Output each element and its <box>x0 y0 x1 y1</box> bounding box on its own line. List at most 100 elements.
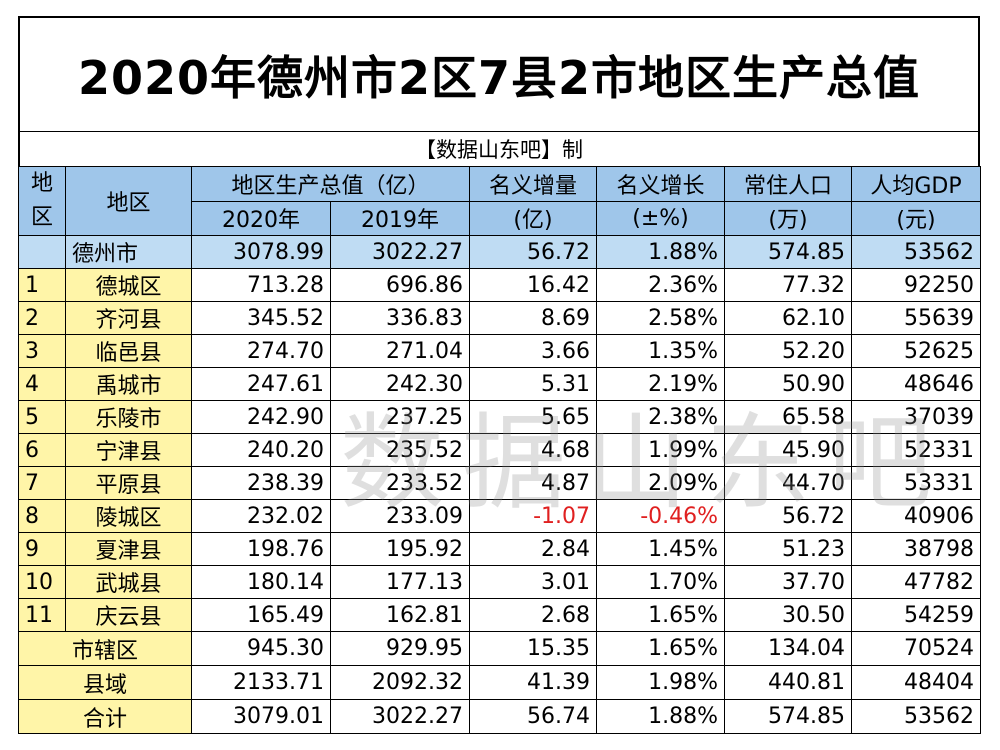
summary-row: 县域 2133.71 2092.32 41.39 1.98% 440.81 48404 <box>18 665 982 700</box>
row-2019: 233.09 <box>329 499 471 533</box>
row-pc: 37039 <box>851 400 982 434</box>
credit-text: 【数据山东吧】制 <box>415 138 583 162</box>
header-row-2: 2020年 2019年 (亿) (±%) (万) (元) <box>19 200 982 236</box>
row-region: 德城区 <box>65 268 192 302</box>
row-region: 陵城区 <box>65 499 192 533</box>
row-2020: 240.20 <box>191 433 331 467</box>
summary-pop: 440.81 <box>724 665 853 700</box>
row-number: 8 <box>18 499 66 533</box>
row-2019: 233.52 <box>329 466 471 500</box>
row-pc: 47782 <box>851 565 982 599</box>
row-2020: 238.39 <box>191 466 331 500</box>
row-inc: 8.69 <box>469 301 598 335</box>
row-rate: 2.19% <box>596 367 726 401</box>
row-2020: 180.14 <box>191 565 331 599</box>
row-number: 6 <box>18 433 66 467</box>
row-region: 齐河县 <box>65 301 192 335</box>
row-region: 夏津县 <box>65 532 192 566</box>
header-2019: 2019年 <box>329 200 471 236</box>
row-pop: 30.50 <box>724 598 853 632</box>
city-name: 德州市 <box>65 235 192 269</box>
summary-name: 县域 <box>18 665 192 700</box>
row-2020: 198.76 <box>191 532 331 566</box>
header-inc-rate-unit: (±%) <box>596 200 726 236</box>
header-2020: 2020年 <box>191 200 331 236</box>
row-pc: 38798 <box>851 532 982 566</box>
table-row: 11 庆云县 165.49 162.81 2.68 1.65% 30.50 54259 <box>18 598 982 632</box>
row-2019: 242.30 <box>329 367 471 401</box>
header-pc-unit: (元) <box>851 200 982 236</box>
title-box: 2020年德州市2区7县2市地区生产总值 <box>18 16 980 132</box>
row-rate: 1.45% <box>596 532 726 566</box>
row-pop: 77.32 <box>724 268 853 302</box>
row-region: 乐陵市 <box>65 400 192 434</box>
header-pc: 人均GDP <box>851 166 982 202</box>
summary-pop: 574.85 <box>724 699 853 734</box>
table-row: 9 夏津县 198.76 195.92 2.84 1.45% 51.23 38798 <box>18 532 982 566</box>
summary-2019: 2092.32 <box>329 665 471 700</box>
row-inc: 3.66 <box>469 334 598 368</box>
row-inc: 3.01 <box>469 565 598 599</box>
row-pc: 92250 <box>851 268 982 302</box>
row-2019: 271.04 <box>329 334 471 368</box>
header-region: 地区 <box>65 166 192 236</box>
row-inc: 4.68 <box>469 433 598 467</box>
row-rate: 2.36% <box>596 268 726 302</box>
row-pop: 62.10 <box>724 301 853 335</box>
row-pc: 52625 <box>851 334 982 368</box>
summary-pc: 48404 <box>851 665 982 700</box>
row-pop: 51.23 <box>724 532 853 566</box>
row-number: 10 <box>18 565 66 599</box>
row-region: 禹城市 <box>65 367 192 401</box>
row-2019: 237.25 <box>329 400 471 434</box>
summary-row: 合计 3079.01 3022.27 56.74 1.88% 574.85 53562 <box>18 699 982 734</box>
row-region: 庆云县 <box>65 598 192 632</box>
header-no: 地区 <box>18 166 66 236</box>
row-2019: 696.86 <box>329 268 471 302</box>
row-pop: 52.20 <box>724 334 853 368</box>
row-inc: 16.42 <box>469 268 598 302</box>
row-pop: 50.90 <box>724 367 853 401</box>
city-2019: 3022.27 <box>329 235 471 269</box>
row-rate: 2.38% <box>596 400 726 434</box>
summary-2020: 2133.71 <box>191 665 331 700</box>
row-inc: 5.31 <box>469 367 598 401</box>
summary-row: 市辖区 945.30 929.95 15.35 1.65% 134.04 70524 <box>18 631 982 666</box>
summary-inc: 15.35 <box>469 631 598 666</box>
row-rate: 1.70% <box>596 565 726 599</box>
summary-2019: 3022.27 <box>329 699 471 734</box>
header-inc-amt-unit: (亿) <box>469 200 598 236</box>
row-rate: 1.35% <box>596 334 726 368</box>
summary-rate: 1.88% <box>596 699 726 734</box>
row-2019: 235.52 <box>329 433 471 467</box>
row-2019: 336.83 <box>329 301 471 335</box>
summary-2019: 929.95 <box>329 631 471 666</box>
row-pc: 53331 <box>851 466 982 500</box>
row-region: 宁津县 <box>65 433 192 467</box>
table-row: 5 乐陵市 242.90 237.25 5.65 2.38% 65.58 37039 <box>18 400 982 434</box>
summary-2020: 945.30 <box>191 631 331 666</box>
summary-name: 合计 <box>18 699 192 734</box>
row-region: 平原县 <box>65 466 192 500</box>
row-2019: 162.81 <box>329 598 471 632</box>
table-row: 1 德城区 713.28 696.86 16.42 2.36% 77.32 92250 <box>18 268 982 302</box>
row-rate: -0.46% <box>596 499 726 533</box>
header-inc-rate: 名义增长 <box>596 166 726 202</box>
row-pop: 65.58 <box>724 400 853 434</box>
city-rate: 1.88% <box>596 235 726 269</box>
row-2020: 274.70 <box>191 334 331 368</box>
summary-name: 市辖区 <box>18 631 192 666</box>
city-inc: 56.72 <box>469 235 598 269</box>
city-no-cell <box>18 235 66 269</box>
summary-2020: 3079.01 <box>191 699 331 734</box>
row-2020: 232.02 <box>191 499 331 533</box>
summary-pc: 70524 <box>851 631 982 666</box>
row-rate: 1.65% <box>596 598 726 632</box>
gdp-table: 地区 地区 地区生产总值（亿） 名义增量 名义增长 常住人口 人均GDP 202… <box>18 166 982 734</box>
city-pop: 574.85 <box>724 235 853 269</box>
table-row: 2 齐河县 345.52 336.83 8.69 2.58% 62.10 55639 <box>18 301 982 335</box>
row-pc: 54259 <box>851 598 982 632</box>
row-pc: 48646 <box>851 367 982 401</box>
row-number: 9 <box>18 532 66 566</box>
row-number: 5 <box>18 400 66 434</box>
